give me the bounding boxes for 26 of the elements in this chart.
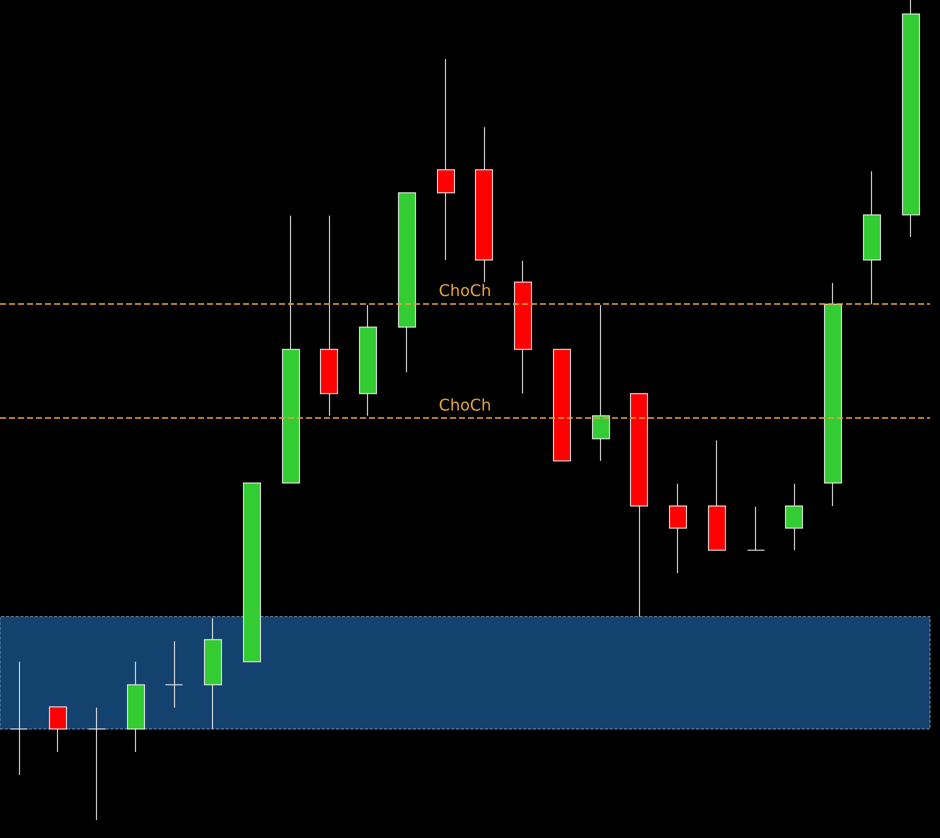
candlestick [669,483,687,574]
candlestick [630,393,648,618]
candlestick [88,707,106,820]
candlestick [592,304,610,462]
ref-line-label: ChoCh [438,280,492,300]
candlestick [359,304,377,416]
candlestick [10,661,28,776]
ref-line-label: ChoCh [438,396,492,415]
candlestick [824,282,842,506]
candlestick [165,640,183,708]
candlestick [475,126,493,283]
candlestick [863,170,881,305]
candlestick [204,618,222,730]
candlestick [747,506,765,551]
candlestick [320,215,338,416]
candlestick [127,661,145,752]
candlestick [49,706,67,752]
candlestick [243,482,261,662]
candlestick [514,260,532,394]
candlestick [902,0,920,238]
candlestick [553,348,571,462]
candlestick [437,58,455,260]
candlestick [282,215,300,484]
candlestick [398,192,416,373]
candlestick [785,483,803,551]
candlestick [708,440,726,551]
